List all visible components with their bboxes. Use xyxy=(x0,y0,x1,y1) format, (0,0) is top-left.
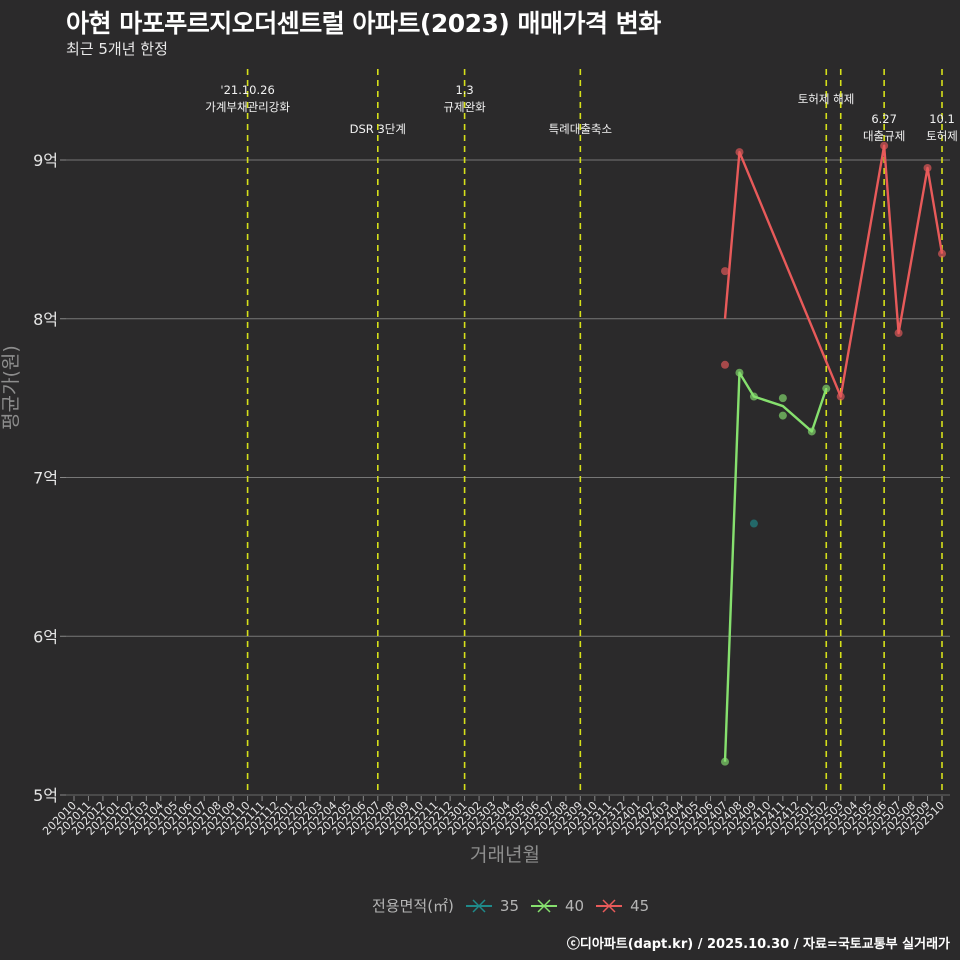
legend-title: 전용면적(㎡) xyxy=(372,897,454,915)
data-point-45[interactable] xyxy=(923,163,932,172)
data-point-40[interactable] xyxy=(778,394,787,403)
data-point-40[interactable] xyxy=(721,757,729,766)
data-point-45[interactable] xyxy=(721,267,729,276)
data-point-45[interactable] xyxy=(938,249,946,258)
event-annotation-text: 대출규제 xyxy=(863,129,905,143)
legend-label: 40 xyxy=(565,896,585,915)
data-point-35[interactable] xyxy=(749,519,758,528)
event-annotation-text: DSR 3단계 xyxy=(350,122,406,136)
chart-subtitle: 최근 5개년 한정 xyxy=(66,40,168,58)
data-point-45[interactable] xyxy=(721,360,729,369)
data-point-40[interactable] xyxy=(735,368,744,377)
data-point-40[interactable] xyxy=(778,411,787,420)
chart-title: 아현 마포푸르지오더센트럴 아파트(2023) 매매가격 변화 xyxy=(66,9,661,38)
y-axis: 5억 6억 7억 8억 9억 xyxy=(33,151,66,805)
data-point-45[interactable] xyxy=(735,148,744,157)
legend-label: 35 xyxy=(499,896,519,915)
y-tick-label: 8억 xyxy=(33,310,58,329)
data-point-40[interactable] xyxy=(807,427,816,436)
y-axis-label: 평균가(원) xyxy=(0,345,22,430)
y-tick-label: 9억 xyxy=(33,151,58,170)
legend-key-icon xyxy=(596,898,623,914)
event-annotation-text: 10.1 xyxy=(929,112,955,126)
event-annotation-text: 규제완화 xyxy=(443,100,486,114)
data-point-45[interactable] xyxy=(880,141,889,150)
legend-label: 45 xyxy=(630,896,650,915)
event-annotation-text: 1.3 xyxy=(455,83,473,97)
legend: 전용면적(㎡) 35 40 45 xyxy=(372,895,649,916)
data-point-45[interactable] xyxy=(836,392,845,401)
y-tick-label: 6억 xyxy=(33,627,58,646)
event-lines xyxy=(246,69,943,795)
legend-key-icon xyxy=(465,898,492,914)
data-point-45[interactable] xyxy=(894,329,903,338)
event-annotation-text: 특례대출축소 xyxy=(549,122,612,136)
event-annotation-text: 토허제 xyxy=(926,129,958,143)
x-axis-label: 거래년월 xyxy=(470,844,540,866)
event-annotation-text: 토허제 해제 xyxy=(798,92,855,106)
legend-item-35[interactable]: 35 xyxy=(465,896,519,915)
event-annotation-text: 가계부채관리강화 xyxy=(205,100,290,114)
data-series xyxy=(721,141,946,766)
legend-key-icon xyxy=(531,898,557,914)
series-line-40 xyxy=(723,371,828,762)
data-point-40[interactable] xyxy=(749,392,758,401)
legend-item-40[interactable]: 40 xyxy=(531,897,584,915)
source-caption: ⓒ디아파트(dapt.kr) / 2025.10.30 / 자료=국토교통부 실… xyxy=(566,937,950,952)
series-line-45 xyxy=(723,144,944,398)
legend-item-45[interactable]: 45 xyxy=(596,897,649,915)
data-point-40[interactable] xyxy=(822,384,831,393)
grid-lines xyxy=(66,159,950,796)
event-annotation-text: 6.27 xyxy=(871,112,897,126)
x-axis: 2020102020112020122021012021022021032021… xyxy=(40,796,947,838)
y-tick-label: 7억 xyxy=(33,469,58,488)
event-annotation-text: '21.10.26 xyxy=(220,83,274,97)
y-tick-label: 5억 xyxy=(33,786,58,805)
